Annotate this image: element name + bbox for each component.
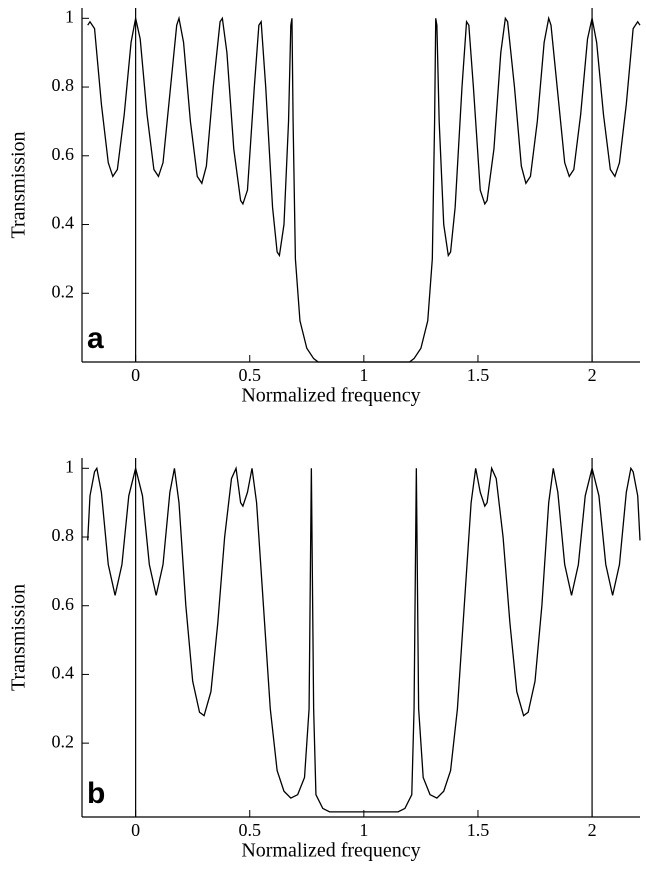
y-tick-label: 1 <box>65 456 74 476</box>
y-tick-label: 0.8 <box>52 75 75 95</box>
x-axis-label: Normalized frequency <box>241 840 420 862</box>
x-axis-label: Normalized frequency <box>241 385 420 407</box>
x-tick-label: 1.5 <box>467 820 490 840</box>
panel-label: b <box>87 777 105 810</box>
y-tick-label: 1 <box>65 6 74 26</box>
x-tick-label: 1 <box>359 365 368 385</box>
x-tick-label: 2 <box>588 365 597 385</box>
panel-label: a <box>87 322 104 355</box>
y-tick-label: 0.2 <box>52 731 75 751</box>
x-tick-label: 1 <box>359 820 368 840</box>
y-tick-label: 0.2 <box>52 281 75 301</box>
x-tick-label: 0 <box>131 820 140 840</box>
transmission-line <box>87 15 641 363</box>
x-tick-label: 0 <box>131 365 140 385</box>
y-axis-label: Transmission <box>8 584 30 691</box>
y-tick-label: 0.4 <box>52 663 75 683</box>
x-tick-label: 2 <box>588 820 597 840</box>
y-axis-label: Transmission <box>8 131 30 238</box>
y-tick-label: 0.4 <box>52 213 75 233</box>
y-tick-label: 0.6 <box>52 144 75 164</box>
y-tick-label: 0.8 <box>52 525 75 545</box>
x-tick-label: 0.5 <box>238 365 261 385</box>
transmission-line <box>87 465 641 813</box>
x-tick-label: 1.5 <box>467 365 490 385</box>
y-tick-label: 0.6 <box>52 594 75 614</box>
x-tick-label: 0.5 <box>238 820 261 840</box>
